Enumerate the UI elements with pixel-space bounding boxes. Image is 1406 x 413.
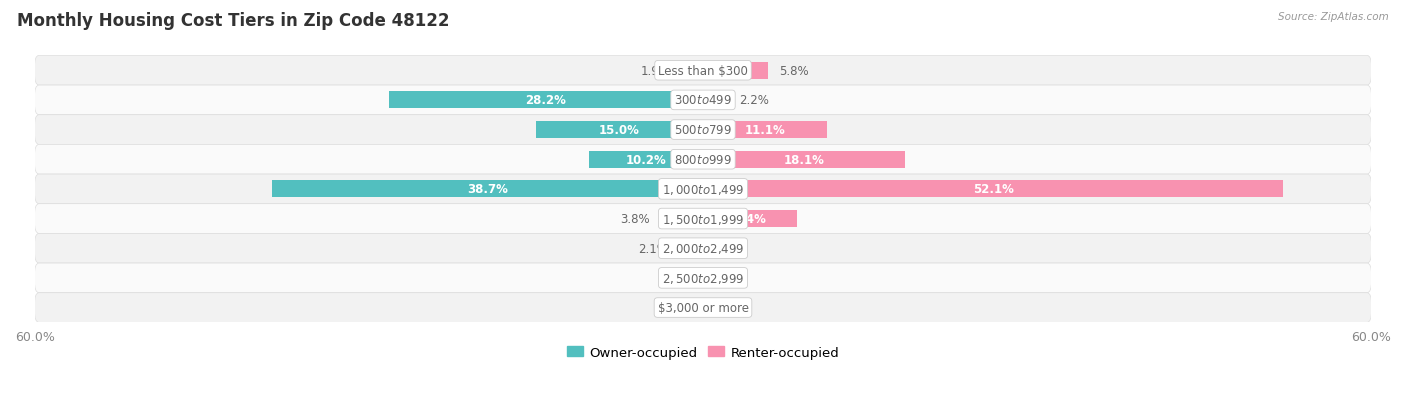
Bar (703, 211, 797, 228)
Text: Source: ZipAtlas.com: Source: ZipAtlas.com (1278, 12, 1389, 22)
Text: $2,500 to $2,999: $2,500 to $2,999 (662, 271, 744, 285)
Text: $300 to $499: $300 to $499 (673, 94, 733, 107)
Legend: Owner-occupied, Renter-occupied: Owner-occupied, Renter-occupied (561, 340, 845, 364)
FancyBboxPatch shape (35, 86, 1371, 116)
Bar (589, 151, 703, 169)
Bar (703, 122, 827, 139)
FancyBboxPatch shape (35, 116, 1371, 145)
FancyBboxPatch shape (35, 293, 1371, 323)
Bar (703, 92, 727, 109)
Text: 3.8%: 3.8% (620, 213, 650, 225)
Text: 10.2%: 10.2% (626, 153, 666, 166)
Bar (661, 211, 703, 228)
Text: $500 to $799: $500 to $799 (673, 124, 733, 137)
Text: Monthly Housing Cost Tiers in Zip Code 48122: Monthly Housing Cost Tiers in Zip Code 4… (17, 12, 450, 30)
Text: 0.0%: 0.0% (662, 301, 692, 314)
Bar (389, 92, 703, 109)
FancyBboxPatch shape (35, 145, 1371, 175)
Text: Less than $300: Less than $300 (658, 64, 748, 78)
Bar (682, 62, 703, 80)
Text: 28.2%: 28.2% (526, 94, 567, 107)
Text: 5.8%: 5.8% (779, 64, 808, 78)
Text: 1.9%: 1.9% (641, 64, 671, 78)
FancyBboxPatch shape (35, 175, 1371, 204)
Text: 11.1%: 11.1% (744, 124, 785, 137)
Bar (679, 240, 703, 257)
Text: $1,500 to $1,999: $1,500 to $1,999 (662, 212, 744, 226)
Bar (703, 151, 904, 169)
Text: 15.0%: 15.0% (599, 124, 640, 137)
Bar (703, 62, 768, 80)
Bar (273, 181, 703, 198)
Text: 8.4%: 8.4% (734, 213, 766, 225)
Text: $3,000 or more: $3,000 or more (658, 301, 748, 314)
Bar (536, 122, 703, 139)
Text: 18.1%: 18.1% (783, 153, 824, 166)
Text: 0.0%: 0.0% (662, 272, 692, 285)
Text: 0.0%: 0.0% (714, 242, 744, 255)
FancyBboxPatch shape (35, 263, 1371, 293)
Text: $1,000 to $1,499: $1,000 to $1,499 (662, 183, 744, 197)
FancyBboxPatch shape (35, 56, 1371, 86)
Text: 2.2%: 2.2% (738, 94, 769, 107)
Text: 0.0%: 0.0% (714, 272, 744, 285)
Text: $2,000 to $2,499: $2,000 to $2,499 (662, 242, 744, 256)
Text: 38.7%: 38.7% (467, 183, 508, 196)
FancyBboxPatch shape (35, 234, 1371, 263)
Text: $800 to $999: $800 to $999 (673, 153, 733, 166)
Text: 0.0%: 0.0% (714, 301, 744, 314)
Text: 52.1%: 52.1% (973, 183, 1014, 196)
Text: 2.1%: 2.1% (638, 242, 668, 255)
FancyBboxPatch shape (35, 204, 1371, 234)
Bar (703, 181, 1284, 198)
